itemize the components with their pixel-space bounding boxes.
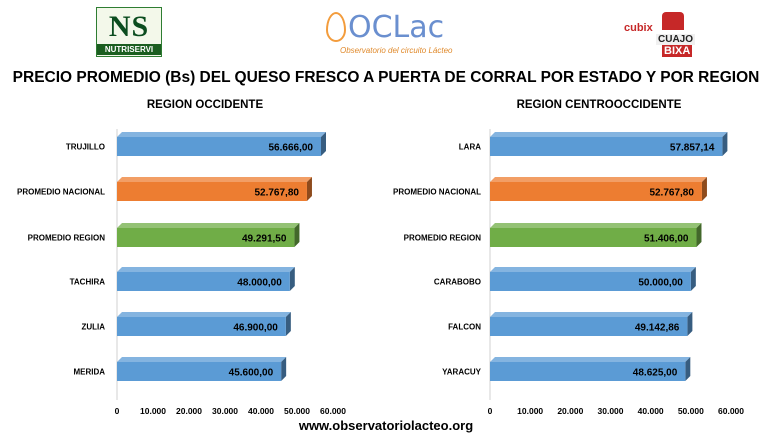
- chart-2-bar-side: [690, 267, 696, 291]
- oclac-logo-subtitle: Observatorio del circuito Lácteo: [340, 46, 453, 55]
- chart-2-category-label: LARA: [459, 143, 481, 152]
- chart-2-x-tick-label: 10.000: [517, 406, 543, 416]
- chart-1-category-label: TRUJILLO: [66, 143, 105, 152]
- chart-2-bar-top: [490, 177, 707, 182]
- chart-2-category-label: PROMEDIO REGION: [404, 234, 482, 243]
- chart-2-bar: [490, 182, 702, 201]
- chart-1-x-tick-label: 30.000: [212, 406, 238, 416]
- chart-1-category-label: PROMEDIO NACIONAL: [17, 188, 105, 197]
- chart-1-bar: [117, 362, 282, 381]
- chart-2-bar-top: [490, 223, 702, 228]
- chart-1-value-label: 48.000,00: [237, 278, 282, 289]
- chart-2-bar-top: [490, 357, 691, 362]
- chart-1-bar-top: [117, 177, 312, 182]
- footer-website: www.observatoriolacteo.org: [298, 418, 474, 433]
- chart-1-bar-side: [306, 177, 312, 201]
- chart-2-bar-side: [687, 312, 693, 336]
- chart-1-value-label: 45.600,00: [229, 368, 274, 379]
- chart-2-x-tick-label: 40.000: [638, 406, 664, 416]
- chart-2-value-label: 49.142,86: [635, 323, 680, 334]
- cubix-logo-line2: BIXA: [662, 45, 693, 57]
- cubix-logo-brand: cubix: [624, 22, 653, 34]
- chart-2-value-label: 50.000,00: [638, 278, 683, 289]
- chart-1-category-label: MERIDA: [73, 368, 105, 377]
- chart-1-bar: [117, 228, 295, 247]
- chart-1-x-tick-label: 40.000: [248, 406, 274, 416]
- chart-1-bar-side: [294, 223, 300, 247]
- chart-1-bar: [117, 317, 286, 336]
- chart-1-bar-side: [281, 357, 287, 381]
- chart-2-bar: [490, 362, 686, 381]
- chart-2-bar-top: [490, 132, 728, 137]
- chart-1-bar-top: [117, 223, 300, 228]
- chart-2-bar-side: [722, 132, 728, 156]
- chart-2-bar-side: [701, 177, 707, 201]
- chart-2-x-tick-label: 30.000: [598, 406, 624, 416]
- chart-2-x-tick-label: 50.000: [678, 406, 704, 416]
- chart-2-x-tick-label: 0: [488, 406, 493, 416]
- chart-1-x-tick-label: 20.000: [176, 406, 202, 416]
- chart-2-bar-side: [696, 223, 702, 247]
- chart-2-x-tick-label: 20.000: [557, 406, 583, 416]
- chart-2-title: REGION CENTROOCCIDENTE: [517, 99, 682, 111]
- chart-2-bar: [490, 137, 723, 156]
- chart-1-value-label: 52.767,80: [254, 188, 299, 199]
- chart-1-bar-side: [289, 267, 295, 291]
- chart-1-bar: [117, 137, 321, 156]
- chart-1-bar: [117, 272, 290, 291]
- cubix-logo: cubix CUAJO BIXA: [620, 10, 696, 60]
- chart-1-category-label: TACHIRA: [70, 278, 106, 287]
- nutriservi-logo-mark: NS: [108, 10, 150, 43]
- cubix-emblem-icon: [662, 12, 684, 30]
- chart-1-category-label: PROMEDIO REGION: [28, 234, 106, 243]
- page-title: PRECIO PROMEDIO (Bs) DEL QUESO FRESCO A …: [12, 69, 760, 86]
- chart-1-bar-top: [117, 267, 295, 272]
- chart-1-bar: [117, 182, 307, 201]
- chart-1-title: REGION OCCIDENTE: [147, 99, 264, 111]
- oclac-logo: OCLac Observatorio del circuito Lácteo: [318, 8, 453, 58]
- chart-1-bar-side: [320, 132, 326, 156]
- chart-2-bar-top: [490, 267, 696, 272]
- nutriservi-logo-word: NUTRISERVI: [97, 44, 161, 55]
- chart-2-x-tick-label: 60.000: [718, 406, 744, 416]
- chart-2-category-label: CARABOBO: [434, 278, 481, 287]
- chart-2-value-label: 51.406,00: [644, 234, 689, 245]
- chart-1-bar-top: [117, 132, 326, 137]
- chart-1-x-tick-label: 10.000: [140, 406, 166, 416]
- chart-1-bar-top: [117, 312, 291, 317]
- chart-2-value-label: 48.625,00: [633, 368, 678, 379]
- oclac-logo-name: OCLac: [348, 10, 445, 45]
- chart-1-bar-side: [285, 312, 291, 336]
- milk-drop-icon: [326, 12, 346, 42]
- chart-2-category-label: PROMEDIO NACIONAL: [393, 188, 481, 197]
- chart-2-bar-top: [490, 312, 693, 317]
- chart-1-x-tick-label: 0: [115, 406, 120, 416]
- chart-1-x-tick-label: 60.000: [320, 406, 346, 416]
- chart-2-bar: [490, 317, 688, 336]
- chart-2-value-label: 57.857,14: [670, 143, 715, 154]
- chart-2-bar: [490, 228, 697, 247]
- chart-2-bar-side: [685, 357, 691, 381]
- chart-2-value-label: 52.767,80: [649, 188, 694, 199]
- chart-1-x-tick-label: 50.000: [284, 406, 310, 416]
- chart-2-bar: [490, 272, 691, 291]
- chart-1-category-label: ZULIA: [81, 323, 105, 332]
- cubix-logo-line1: CUAJO: [656, 34, 696, 45]
- chart-2-category-label: YARACUY: [442, 368, 481, 377]
- chart-1-bar-top: [117, 357, 287, 362]
- chart-1-value-label: 49.291,50: [242, 234, 287, 245]
- nutriservi-logo: NS NUTRISERVI: [96, 7, 162, 57]
- chart-2-category-label: FALCON: [448, 323, 481, 332]
- chart-1-value-label: 56.666,00: [268, 143, 313, 154]
- chart-1-value-label: 46.900,00: [233, 323, 278, 334]
